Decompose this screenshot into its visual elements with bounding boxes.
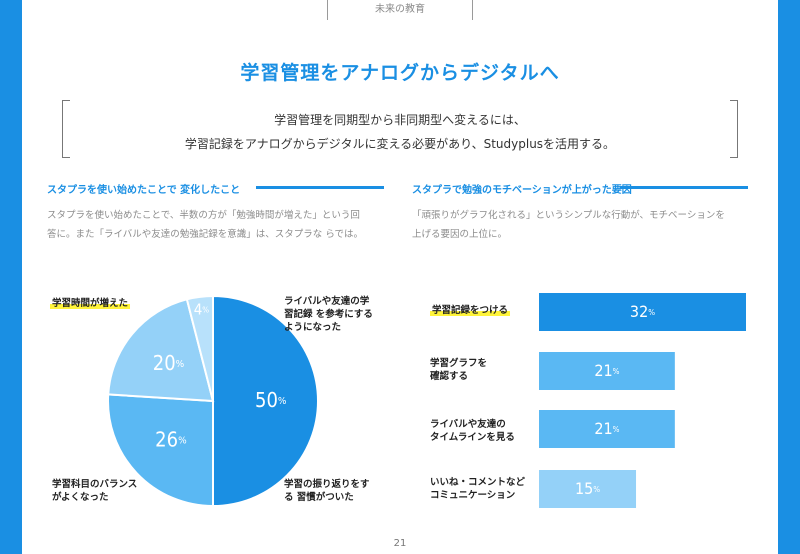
pie-value-1: 26% <box>155 427 187 451</box>
bar-label-like-line-2: コミュニケーション <box>430 490 516 501</box>
left-section-body: スタプラを使い始めたことで、半数の方が「勉強時間が増えた」という回 答に。また「… <box>47 206 363 244</box>
pie-value-2: 20% <box>153 351 185 375</box>
bar-label-graph-line-2: 確認する <box>430 371 469 382</box>
bar-2 <box>539 410 675 448</box>
bar-value-2: 21% <box>594 419 619 438</box>
pie-slice-3 <box>185 294 214 402</box>
pie-label-rival-line-2: 習記録 を参考にする <box>284 309 373 320</box>
bar-label-timeline-line-1: ライバルや友達の <box>430 419 506 430</box>
pie-label-review-line-1: 学習の振り返りをす <box>284 479 370 490</box>
bar-label-record-text: 学習記録をつける <box>430 305 511 316</box>
pie-label-review: 学習の振り返りをす る 習慣がついた <box>284 478 370 504</box>
header-tab: 未来の教育 <box>327 0 473 20</box>
pie-label-balance-line-2: がよくなった <box>52 492 109 503</box>
bar-label-like: いいね・コメントなど コミュニケーション <box>430 476 525 502</box>
pie-label-study-time: 学習時間が増えた <box>50 297 131 310</box>
pie-label-rival-line-1: ライバルや友達の学 <box>284 296 370 307</box>
summary-bracket-left <box>62 100 70 158</box>
bar-3 <box>539 470 637 508</box>
pie-label-balance-line-1: 学習科目のバランス <box>52 479 138 490</box>
right-section-rule <box>620 186 748 189</box>
pie-label-balance: 学習科目のバランス がよくなった <box>52 478 137 504</box>
pie-slice-2 <box>107 298 215 403</box>
page-number: 21 <box>393 538 407 549</box>
pie-label-review-line-2: る 習慣がついた <box>284 492 354 503</box>
summary: 学習管理を同期型から非同期型へ変えるには、 学習記録をアナログからデジタルに変え… <box>80 108 720 156</box>
page-title: 学習管理をアナログからデジタルへ <box>240 62 560 84</box>
bar-label-graph-line-1: 学習グラフを <box>430 358 488 369</box>
left-section-rule <box>256 186 384 189</box>
bar-label-timeline: ライバルや友達の タイムラインを見る <box>430 418 515 444</box>
bar-0 <box>539 293 746 331</box>
right-body-line-2: 上げる要因の上位に。 <box>412 229 508 240</box>
summary-bracket-right <box>730 100 738 158</box>
bar-value-1: 21% <box>594 361 619 380</box>
left-edge-bar <box>0 0 22 554</box>
pie-value-3: 4% <box>194 300 210 318</box>
left-body-line-2: 答に。また「ライバルや友達の勉強記録を意識」は、スタプラな らでは。 <box>47 229 364 240</box>
summary-line-2: 学習記録をアナログからデジタルに変える必要があり、Studyplusを活用する。 <box>184 137 616 151</box>
bar-label-like-line-1: いいね・コメントなど <box>430 477 526 488</box>
bar-label-record: 学習記録をつける <box>430 304 511 317</box>
right-body-line-1: 「頑張りがグラフ化される」というシンプルな行動が、モチベーションを <box>412 210 725 221</box>
pie-value-0: 50% <box>255 388 287 412</box>
bar-1 <box>539 352 675 390</box>
summary-line-1: 学習管理を同期型から非同期型へ変えるには、 <box>274 113 526 127</box>
pie-label-rival: ライバルや友達の学 習記録 を参考にする ようになった <box>284 295 373 334</box>
right-section-heading: スタプラで勉強のモチベーションが上がった要因 <box>412 185 632 196</box>
pie-slice-1 <box>107 393 214 508</box>
pie-slice-0 <box>212 294 319 508</box>
right-section-body: 「頑張りがグラフ化される」というシンプルな行動が、モチベーションを 上げる要因の… <box>412 206 725 244</box>
pie-label-rival-line-3: ようになった <box>284 322 342 333</box>
left-body-line-1: スタプラを使い始めたことで、半数の方が「勉強時間が増えた」という回 <box>47 210 360 221</box>
pie-label-study-time-text: 学習時間が増えた <box>50 298 131 309</box>
bar-label-graph: 学習グラフを 確認する <box>430 357 487 383</box>
bar-value-0: 32% <box>630 302 655 321</box>
left-section-heading: スタプラを使い始めたことで 変化したこと <box>47 185 241 196</box>
bar-value-3: 15% <box>575 479 600 498</box>
bar-label-timeline-line-2: タイムラインを見る <box>430 432 515 443</box>
right-edge-bar <box>778 0 800 554</box>
